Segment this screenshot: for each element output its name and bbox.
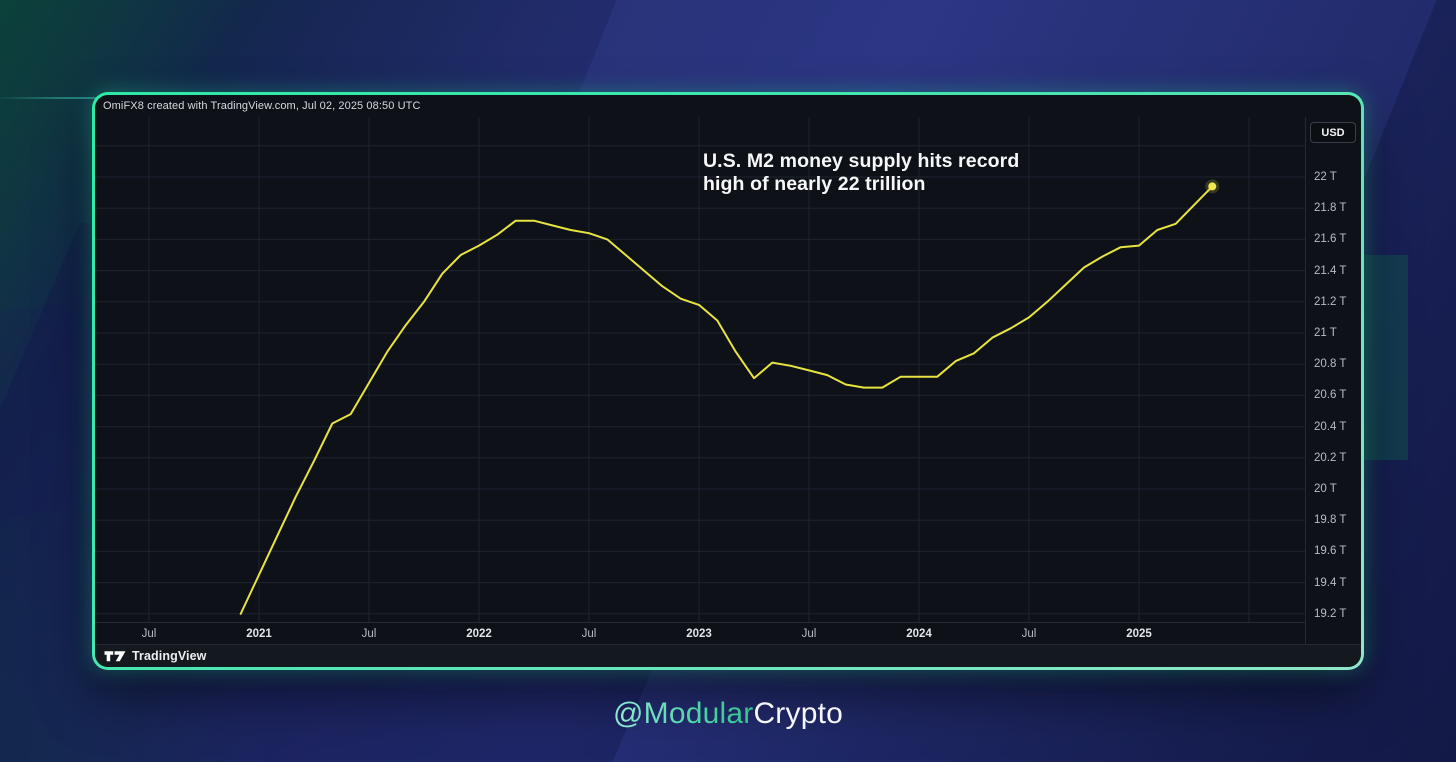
chart-title: U.S. M2 money supply hits record high of… xyxy=(703,150,1103,195)
last-point-marker xyxy=(1208,182,1217,191)
price-tick-label: 19.8 T xyxy=(1314,514,1347,526)
price-tick-label: 21.4 T xyxy=(1314,265,1347,277)
time-tick-year: 2025 xyxy=(1126,627,1152,640)
chart-title-line2: high of nearly 22 trillion xyxy=(703,172,926,195)
chart-main-area: U.S. M2 money supply hits record high of… xyxy=(95,117,1361,644)
tradingview-brand-text[interactable]: TradingView xyxy=(132,649,207,663)
price-tick-label: 22 T xyxy=(1314,171,1337,183)
time-tick-year: 2021 xyxy=(246,627,272,640)
time-tick-year: 2022 xyxy=(466,627,492,640)
price-tick-label: 21 T xyxy=(1314,327,1337,339)
price-tick-label: 21.6 T xyxy=(1314,233,1347,245)
price-tick-label: 20.8 T xyxy=(1314,358,1347,370)
time-tick-month: Jul xyxy=(1021,627,1037,640)
time-tick-month: Jul xyxy=(361,627,377,640)
chart-card-frame: OmiFX8 created with TradingView.com, Jul… xyxy=(92,92,1364,670)
price-tick-label: 19.2 T xyxy=(1314,608,1347,620)
m2-series-line xyxy=(239,185,1214,615)
watermark-accent-text: @Modular xyxy=(612,697,754,730)
watermark-handle: @ModularCrypto xyxy=(0,697,1456,731)
time-tick-month: Jul xyxy=(581,627,597,640)
plot-column: U.S. M2 money supply hits record high of… xyxy=(95,117,1305,644)
price-tick-label: 21.8 T xyxy=(1314,202,1347,214)
chart-attribution: OmiFX8 created with TradingView.com, Jul… xyxy=(103,100,421,112)
price-tick-label: 19.4 T xyxy=(1314,577,1347,589)
time-tick-month: Jul xyxy=(801,627,817,640)
price-tick-label: 20 T xyxy=(1314,483,1337,495)
price-axis[interactable]: USD 22 T 21.8 T 21.6 T 21.4 T 21.2 T 21 T 20.8… xyxy=(1305,117,1361,644)
price-tick-label: 21.2 T xyxy=(1314,296,1347,308)
chart-title-line1: U.S. M2 money supply hits record xyxy=(703,150,1020,172)
price-tick-label: 20.4 T xyxy=(1314,421,1347,433)
chart-plot-area[interactable]: U.S. M2 money supply hits record high of… xyxy=(95,117,1305,622)
tradingview-chart-card: OmiFX8 created with TradingView.com, Jul… xyxy=(95,95,1361,667)
time-tick-year: 2023 xyxy=(686,627,712,640)
time-axis[interactable]: Jul 2021 Jul 2022 Jul 2023 Jul 2024 Jul 2025 xyxy=(95,622,1305,644)
currency-unit-button[interactable]: USD xyxy=(1310,122,1356,143)
price-tick-label: 20.6 T xyxy=(1314,389,1347,401)
time-tick-year: 2024 xyxy=(906,627,932,640)
watermark-rest-text: Crypto xyxy=(753,697,843,730)
time-tick-month: Jul xyxy=(141,627,157,640)
m2-line-chart xyxy=(95,117,1305,622)
price-tick-label: 19.6 T xyxy=(1314,545,1347,557)
price-tick-label: 20.2 T xyxy=(1314,452,1347,464)
chart-footer-bar: TradingView xyxy=(95,644,1361,667)
tradingview-logo-icon[interactable] xyxy=(104,649,126,663)
